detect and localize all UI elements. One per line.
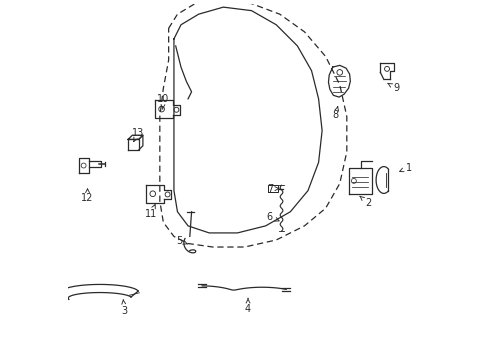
Text: 2: 2 <box>359 196 370 208</box>
Text: 1: 1 <box>399 163 411 173</box>
Text: 4: 4 <box>244 298 250 314</box>
Text: 6: 6 <box>266 212 279 222</box>
Text: 9: 9 <box>387 83 398 93</box>
Text: 12: 12 <box>81 189 94 203</box>
Text: 10: 10 <box>157 94 169 109</box>
Text: 5: 5 <box>176 236 187 246</box>
Text: 7: 7 <box>266 184 278 194</box>
Text: 13: 13 <box>132 129 144 141</box>
Text: 11: 11 <box>144 204 157 219</box>
Text: 3: 3 <box>121 300 127 315</box>
Text: 8: 8 <box>332 107 338 120</box>
